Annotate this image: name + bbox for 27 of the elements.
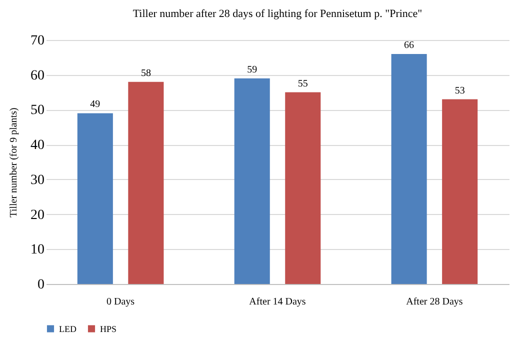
data-label: 58	[140, 68, 151, 79]
y-tick-label: 30	[30, 172, 44, 188]
chart-title: Tiller number after 28 days of lighting for Pennisetum p. "Prince"	[132, 8, 422, 20]
data-label: 55	[298, 78, 308, 90]
bar	[128, 82, 164, 284]
bar	[391, 54, 427, 284]
bar	[77, 113, 113, 284]
y-tick-label: 0	[38, 278, 44, 292]
legend-label: LED	[59, 324, 77, 334]
data-label: 66	[404, 40, 414, 51]
y-tick-label: 10	[30, 242, 44, 258]
bar	[442, 99, 478, 284]
y-tick-label: 40	[30, 138, 44, 154]
y-tick-label: 20	[30, 208, 44, 223]
data-label: 53	[454, 85, 465, 96]
bar	[285, 92, 321, 284]
x-tick-label: 0 Days	[106, 296, 135, 308]
bar	[234, 78, 270, 284]
y-tick-label: 50	[30, 103, 44, 118]
data-label: 59	[247, 64, 258, 76]
y-axis-title: Tiller number (for 9 plants)	[8, 108, 20, 218]
x-tick-label: After 28 Days	[406, 296, 463, 308]
legend-label: HPS	[100, 324, 117, 334]
data-label: 49	[90, 99, 100, 110]
x-tick-label: After 14 Days	[249, 296, 306, 308]
y-tick-label: 60	[30, 68, 44, 84]
y-tick-label: 70	[30, 34, 44, 48]
